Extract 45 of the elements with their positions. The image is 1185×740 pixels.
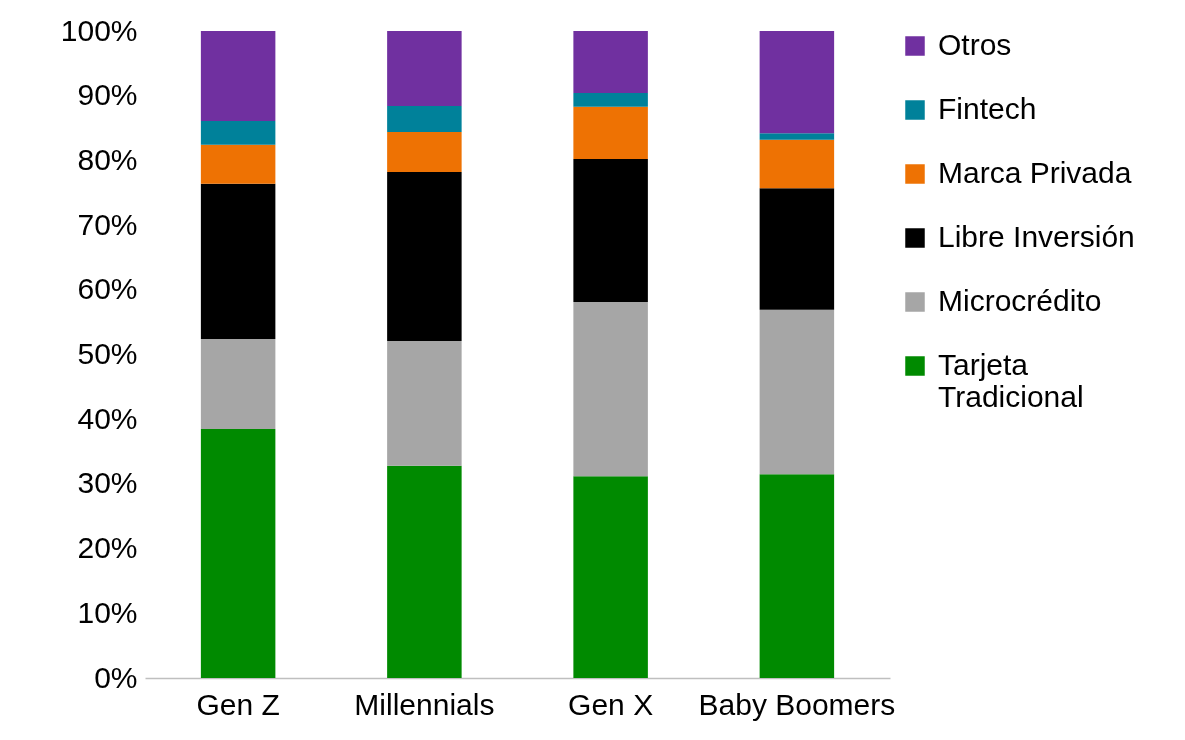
bar [387, 106, 462, 132]
bar [759, 139, 835, 189]
y-tick-label: 20% [77, 531, 138, 565]
x-tick-label: Gen X [568, 687, 654, 721]
y-tick-label: 90% [77, 78, 138, 112]
bar [759, 31, 835, 134]
y-tick-label: 100% [60, 13, 138, 47]
y-tick-label: 10% [77, 595, 138, 629]
x-tick-label: Millennials [354, 687, 495, 721]
legend-label: Tarjeta Tradicional [938, 348, 1084, 413]
bar [573, 31, 648, 94]
y-tick-label: 80% [77, 142, 138, 176]
y-tick-label: 0% [94, 660, 138, 694]
y-tick-label: 50% [77, 337, 138, 370]
legend-label: Microcrédito [938, 284, 1102, 317]
legend-label: Marca Privada [938, 156, 1132, 189]
bar [759, 474, 835, 678]
y-tick-label: 70% [77, 207, 138, 241]
bar [573, 93, 648, 107]
bar [387, 131, 462, 173]
bar [387, 340, 462, 466]
y-tick-label: 60% [77, 272, 138, 306]
bar [759, 133, 835, 140]
bar [387, 172, 462, 341]
bar [573, 302, 648, 477]
x-tick-label: Baby Boomers [698, 687, 896, 721]
bar [200, 31, 276, 121]
bar [759, 188, 835, 310]
y-tick-label: 40% [77, 401, 138, 435]
bar [200, 144, 276, 184]
legend-label: Otros [938, 28, 1012, 61]
bar [387, 465, 462, 678]
bar [573, 476, 648, 678]
legend-label: Libre Inversión [938, 220, 1135, 253]
bar [573, 106, 648, 160]
bar [200, 120, 276, 145]
y-tick-label: 30% [77, 466, 138, 500]
x-tick-label: Gen Z [196, 687, 280, 721]
bar [759, 309, 835, 475]
bar [200, 183, 276, 339]
bar [200, 338, 276, 429]
bar [573, 159, 648, 303]
bar [387, 31, 462, 107]
legend-label: Fintech [938, 92, 1037, 125]
bar [200, 428, 276, 678]
